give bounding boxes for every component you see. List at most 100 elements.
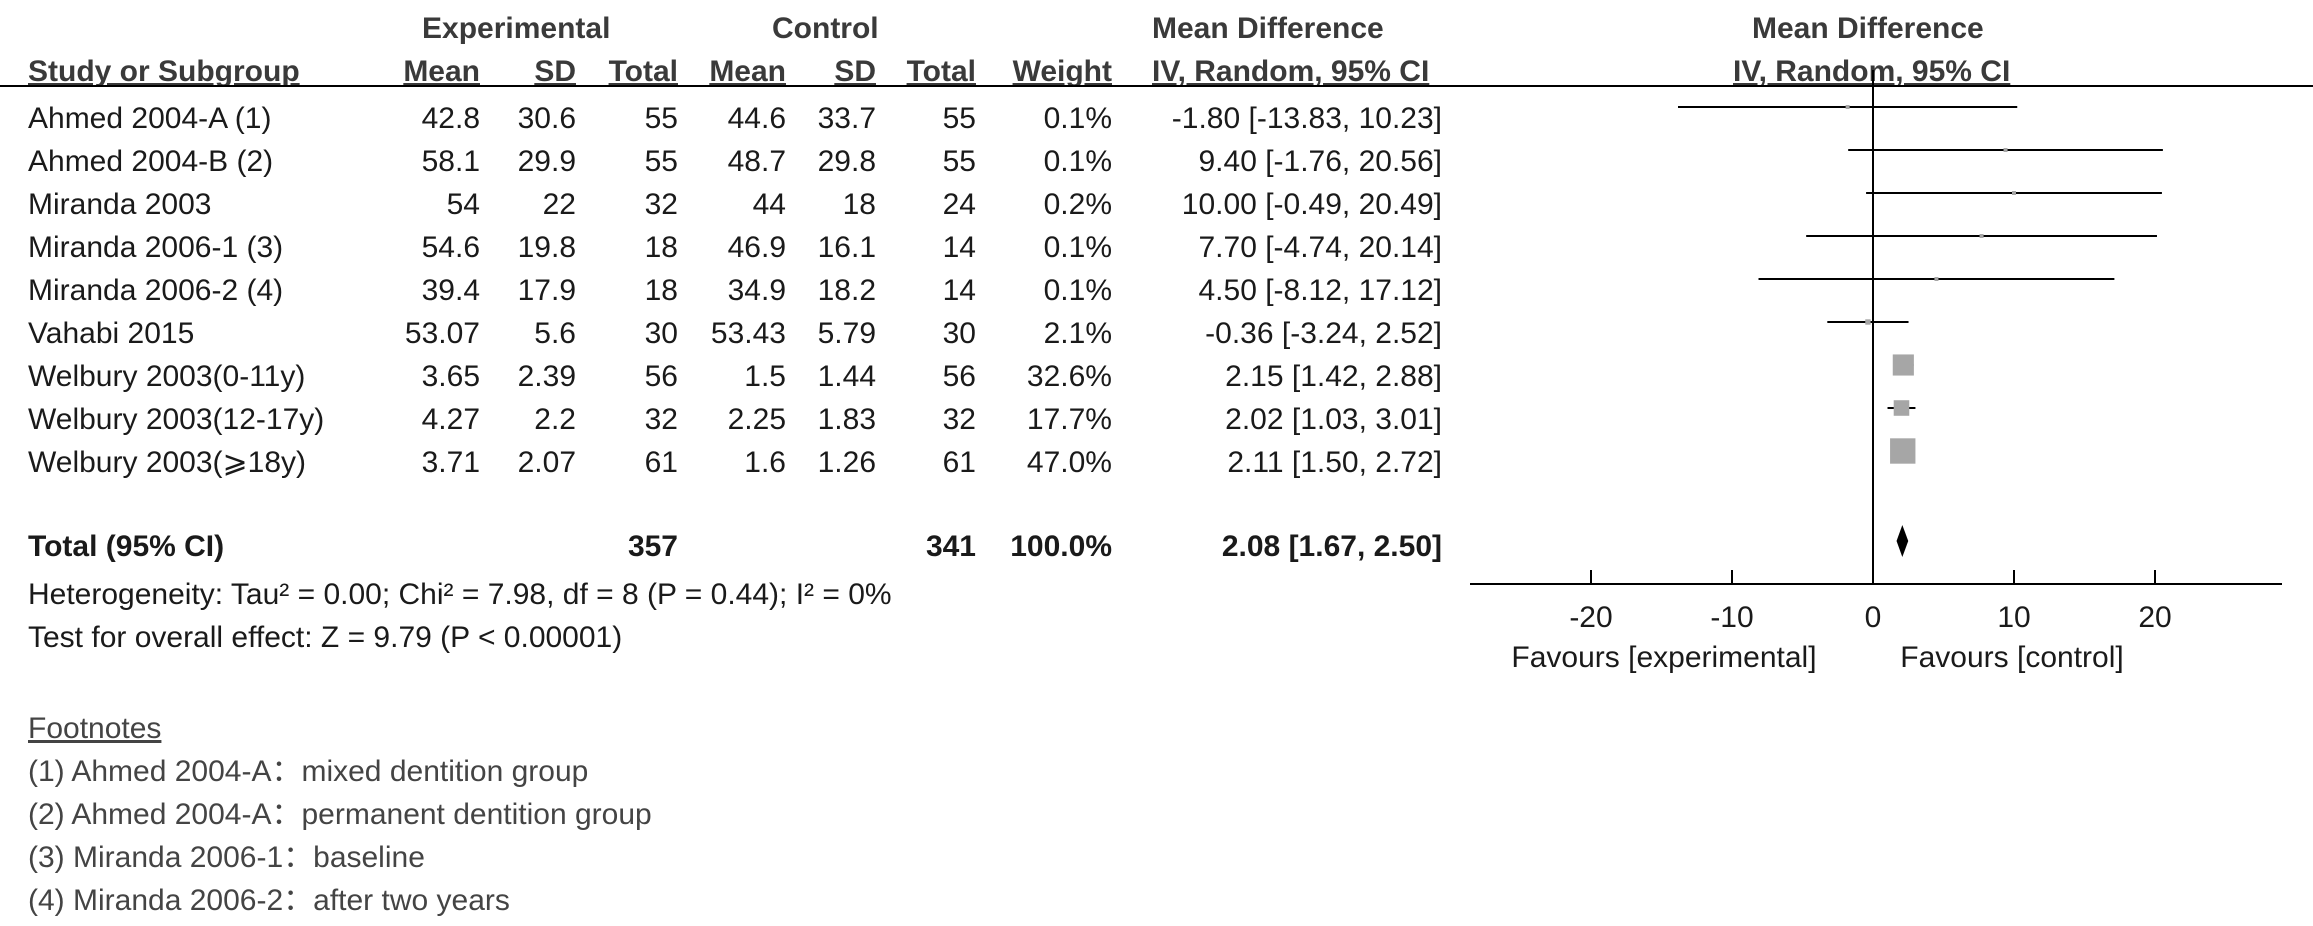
ctrl-mean: 2.25 bbox=[727, 403, 786, 436]
ctrl-sd: 18 bbox=[842, 188, 876, 221]
study-ci: 2.02 [1.03, 3.01] bbox=[1225, 403, 1442, 436]
exp-sd: 29.9 bbox=[517, 145, 576, 178]
study-name: Welbury 2003(12-17y) bbox=[28, 403, 325, 436]
x-tick-label: 10 bbox=[1997, 601, 2030, 634]
exp-sd: 19.8 bbox=[517, 231, 576, 264]
study-ci: 2.11 [1.50, 2.72] bbox=[1227, 446, 1442, 479]
point-estimate bbox=[1934, 277, 1939, 281]
study-ci: 9.40 [-1.76, 20.56] bbox=[1198, 145, 1442, 178]
heterogeneity-stats: Heterogeneity: Tau² = 0.00; Chi² = 7.98,… bbox=[28, 578, 892, 611]
exp-sd: 22 bbox=[542, 188, 576, 221]
study-name: Miranda 2006-2 (4) bbox=[28, 274, 284, 307]
exp-total: 55 bbox=[644, 102, 678, 135]
header-ctrl-sd: SD bbox=[834, 55, 876, 88]
ctrl-total: 55 bbox=[942, 102, 976, 135]
study-weight: 17.7% bbox=[1026, 403, 1112, 436]
exp-mean: 53.07 bbox=[404, 317, 480, 350]
exp-mean: 58.1 bbox=[421, 145, 480, 178]
footnote-item: (3) Miranda 2006-1：baseline bbox=[28, 841, 425, 874]
plot-header-method: IV, Random, 95% CI bbox=[1733, 55, 2011, 88]
header-weight: Weight bbox=[1012, 55, 1112, 88]
ctrl-mean: 1.6 bbox=[744, 446, 786, 479]
ctrl-sd: 1.44 bbox=[817, 360, 876, 393]
exp-total: 56 bbox=[644, 360, 678, 393]
exp-total: 18 bbox=[644, 231, 678, 264]
total-label: Total (95% CI) bbox=[28, 530, 225, 563]
study-weight: 0.2% bbox=[1043, 188, 1112, 221]
favours-experimental-label: Favours [experimental] bbox=[1511, 641, 1816, 674]
exp-sd: 2.2 bbox=[534, 403, 576, 436]
study-ci: -1.80 [-13.83, 10.23] bbox=[1171, 102, 1442, 135]
study-name: Welbury 2003(⩾18y) bbox=[28, 446, 307, 479]
ctrl-mean: 53.43 bbox=[710, 317, 786, 350]
header-study-or-subgroup: Study or Subgroup bbox=[28, 55, 300, 88]
study-weight: 0.1% bbox=[1043, 274, 1112, 307]
exp-sd: 17.9 bbox=[517, 274, 576, 307]
exp-mean: 4.27 bbox=[421, 403, 480, 436]
study-ci: 4.50 [-8.12, 17.12] bbox=[1198, 274, 1442, 307]
study-marks bbox=[1677, 105, 2163, 464]
favours-control-label: Favours [control] bbox=[1900, 641, 2123, 674]
ctrl-sd: 33.7 bbox=[817, 102, 876, 135]
header-mean-difference: Mean Difference bbox=[1152, 12, 1384, 45]
footnote-item: (1) Ahmed 2004-A：mixed dentition group bbox=[28, 755, 589, 788]
ctrl-mean: 34.9 bbox=[727, 274, 786, 307]
exp-mean: 39.4 bbox=[421, 274, 480, 307]
ctrl-total: 61 bbox=[942, 446, 976, 479]
header-exp-mean: Mean bbox=[403, 55, 480, 88]
exp-mean: 42.8 bbox=[421, 102, 480, 135]
point-estimate bbox=[1979, 234, 1984, 238]
ctrl-total: 14 bbox=[942, 274, 976, 307]
exp-total: 32 bbox=[644, 188, 678, 221]
plot-header-title: Mean Difference bbox=[1752, 12, 1984, 45]
ctrl-sd: 1.26 bbox=[817, 446, 876, 479]
study-name: Miranda 2003 bbox=[28, 188, 212, 221]
point-estimate bbox=[1865, 319, 1871, 325]
study-weight: 0.1% bbox=[1043, 145, 1112, 178]
exp-total: 55 bbox=[644, 145, 678, 178]
study-weight: 2.1% bbox=[1043, 317, 1112, 350]
study-ci: 10.00 [-0.49, 20.49] bbox=[1181, 188, 1442, 221]
exp-total: 18 bbox=[644, 274, 678, 307]
header-exp-sd: SD bbox=[534, 55, 576, 88]
total-exp: 357 bbox=[627, 530, 678, 563]
exp-sd: 30.6 bbox=[517, 102, 576, 135]
total-ctrl: 341 bbox=[925, 530, 976, 563]
ctrl-sd: 1.83 bbox=[817, 403, 876, 436]
study-ci: -0.36 [-3.24, 2.52] bbox=[1205, 317, 1442, 350]
pooled-diamond bbox=[1896, 525, 1909, 557]
exp-mean: 3.71 bbox=[421, 446, 480, 479]
header-control: Control bbox=[772, 12, 879, 45]
x-axis-ticks: -20 -10 0 10 20 bbox=[1569, 570, 2172, 634]
exp-total: 32 bbox=[644, 403, 678, 436]
exp-mean: 54.6 bbox=[421, 231, 480, 264]
ctrl-mean: 1.5 bbox=[744, 360, 786, 393]
x-tick-label: 20 bbox=[2138, 601, 2171, 634]
exp-sd: 2.07 bbox=[517, 446, 576, 479]
ctrl-total: 55 bbox=[942, 145, 976, 178]
exp-sd: 2.39 bbox=[517, 360, 576, 393]
study-weight: 0.1% bbox=[1043, 231, 1112, 264]
ctrl-total: 24 bbox=[942, 188, 976, 221]
ctrl-mean: 44.6 bbox=[727, 102, 786, 135]
ctrl-mean: 44 bbox=[752, 188, 786, 221]
study-name: Ahmed 2004-B (2) bbox=[28, 145, 274, 178]
footnotes-title: Footnotes bbox=[28, 712, 162, 745]
point-estimate bbox=[1890, 438, 1916, 464]
overall-effect-test: Test for overall effect: Z = 9.79 (P < 0… bbox=[28, 621, 623, 654]
ctrl-sd: 18.2 bbox=[817, 274, 876, 307]
ctrl-mean: 48.7 bbox=[727, 145, 786, 178]
x-tick-label: -10 bbox=[1710, 601, 1753, 634]
point-estimate bbox=[1893, 400, 1910, 416]
study-ci: 7.70 [-4.74, 20.14] bbox=[1198, 231, 1442, 264]
footnote-item: (4) Miranda 2006-2：after two years bbox=[28, 884, 510, 917]
point-estimate bbox=[2012, 191, 2016, 195]
study-ci: 2.15 [1.42, 2.88] bbox=[1225, 360, 1442, 393]
study-name: Vahabi 2015 bbox=[28, 317, 195, 350]
exp-total: 61 bbox=[644, 446, 678, 479]
study-name: Welbury 2003(0-11y) bbox=[28, 360, 306, 393]
ctrl-total: 14 bbox=[942, 231, 976, 264]
ctrl-total: 30 bbox=[942, 317, 976, 350]
header-method: IV, Random, 95% CI bbox=[1152, 55, 1430, 88]
